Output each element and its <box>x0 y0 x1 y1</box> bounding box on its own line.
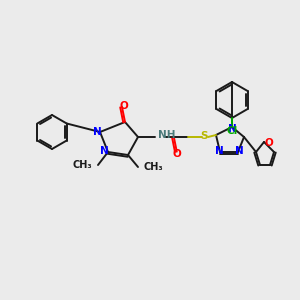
Text: N: N <box>214 146 224 156</box>
Text: CH₃: CH₃ <box>72 160 92 170</box>
Text: CH₃: CH₃ <box>144 162 164 172</box>
Text: O: O <box>265 138 273 148</box>
Text: N: N <box>235 146 243 156</box>
Text: O: O <box>172 149 182 159</box>
Text: N: N <box>93 127 101 137</box>
Text: N: N <box>100 146 108 156</box>
Text: S: S <box>200 131 208 141</box>
Text: O: O <box>120 101 128 111</box>
Text: NH: NH <box>158 130 175 140</box>
Text: Cl: Cl <box>226 126 238 136</box>
Text: N: N <box>228 124 236 134</box>
